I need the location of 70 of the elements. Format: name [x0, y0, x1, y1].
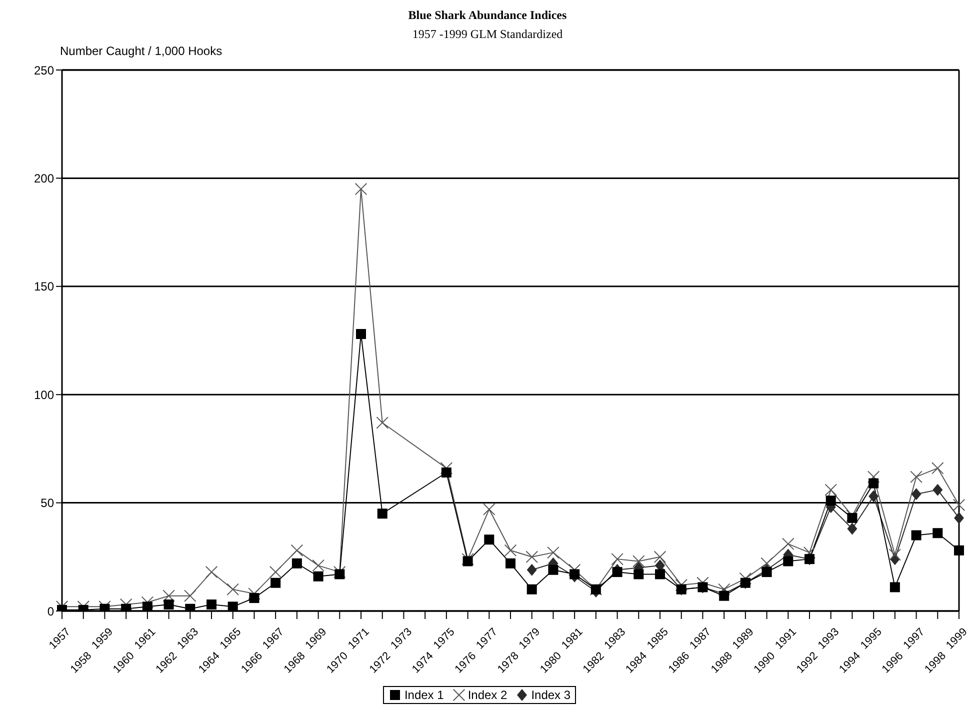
point [184, 590, 196, 602]
point [164, 600, 174, 610]
point [824, 484, 837, 496]
point [228, 602, 238, 611]
point [312, 560, 324, 572]
point [953, 498, 965, 511]
point [932, 462, 944, 474]
point [954, 512, 964, 524]
point [290, 544, 303, 556]
point [655, 569, 665, 580]
point [462, 556, 473, 566]
point [548, 564, 558, 575]
point [526, 584, 537, 594]
point [719, 590, 730, 601]
point [484, 534, 494, 545]
chart-title: Blue Shark Abundance Indices [407, 8, 568, 23]
point [826, 496, 836, 506]
point [954, 545, 964, 556]
point [890, 582, 900, 592]
point [249, 593, 260, 604]
point [632, 555, 645, 568]
legend-label: Index 2 [468, 688, 508, 702]
y-tick-label: 100 [34, 388, 54, 402]
point [612, 567, 622, 578]
point [292, 558, 302, 568]
point [441, 468, 452, 478]
point [206, 566, 218, 578]
point [313, 571, 324, 582]
point [570, 569, 580, 580]
point [762, 567, 772, 578]
point [932, 484, 943, 496]
y-tick-label: 200 [34, 171, 54, 186]
point [356, 329, 366, 340]
point [847, 512, 858, 523]
point [142, 602, 152, 611]
y-tick-label: 150 [34, 280, 54, 294]
point [611, 553, 624, 566]
point [270, 566, 282, 578]
point [270, 578, 281, 588]
point [506, 558, 516, 568]
legend-label: Index 3 [531, 688, 571, 702]
point [526, 550, 538, 563]
point [526, 564, 537, 576]
point [226, 583, 239, 596]
point [654, 550, 666, 563]
legend-label: Index 1 [404, 688, 444, 702]
point [782, 538, 794, 550]
point [911, 488, 922, 500]
point [376, 416, 388, 429]
point [377, 508, 388, 519]
point [634, 569, 644, 580]
y-tick-label: 50 [40, 496, 54, 510]
point [334, 569, 345, 580]
point [206, 600, 216, 610]
point [911, 530, 922, 540]
point [868, 478, 879, 488]
chart-subtitle: 1957 -1999 GLM Standardized [411, 27, 564, 42]
point [868, 490, 879, 502]
y-tick-label: 0 [47, 604, 54, 618]
point [355, 183, 367, 196]
y-axis-title: Number Caught / 1,000 Hooks [60, 44, 222, 58]
y-tick-label: 250 [34, 63, 54, 78]
point [483, 503, 496, 516]
point [547, 546, 560, 559]
point [910, 470, 922, 483]
point [888, 548, 901, 561]
point [932, 528, 943, 538]
point [783, 556, 794, 566]
point [847, 522, 858, 535]
point [504, 544, 516, 556]
